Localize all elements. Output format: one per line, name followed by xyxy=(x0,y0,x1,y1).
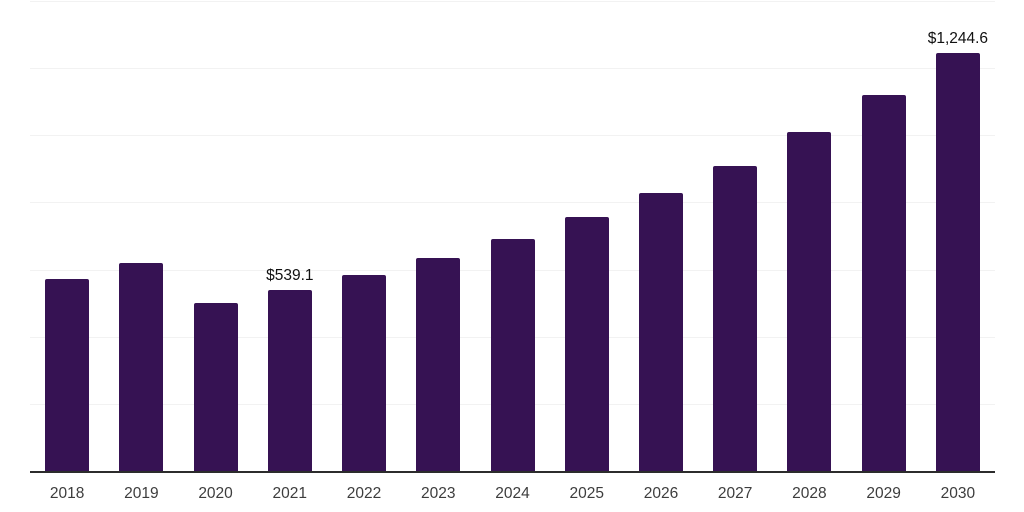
x-axis-label-2022: 2022 xyxy=(346,485,382,502)
bar-2027 xyxy=(713,166,757,471)
x-axis-label-2021: 2021 xyxy=(272,485,308,502)
gridline-1400 xyxy=(30,1,995,2)
bar-2025 xyxy=(565,217,609,471)
bar-2021 xyxy=(268,290,312,471)
bar-2019 xyxy=(119,263,163,471)
gridline-1200 xyxy=(30,68,995,69)
x-axis-label-2030: 2030 xyxy=(940,485,976,502)
x-axis-label-2025: 2025 xyxy=(569,485,604,502)
x-axis-label-2024: 2024 xyxy=(495,485,530,502)
bar-2029 xyxy=(862,95,906,471)
x-axis-label-2027: 2027 xyxy=(717,485,753,502)
x-axis-label-2029: 2029 xyxy=(866,485,901,502)
bar-2030 xyxy=(936,53,980,471)
bar-2022 xyxy=(342,275,386,471)
bar-2024 xyxy=(491,239,535,471)
x-axis-label-2018: 2018 xyxy=(49,485,85,502)
gridline-800 xyxy=(30,202,995,203)
plot-area: $539.1 $1,244.6 xyxy=(30,0,995,473)
bar-2018 xyxy=(45,279,89,471)
data-label-2021: $539.1 xyxy=(266,267,314,284)
x-axis-labels-group: 2018 2019 2020 2021 2022 2023 2024 2025 2026 2027… xyxy=(30,484,995,504)
x-axis-label-2020: 2020 xyxy=(198,485,233,502)
x-axis-label-2026: 2026 xyxy=(643,485,679,502)
bar-2026 xyxy=(639,193,683,471)
x-axis-label-2028: 2028 xyxy=(792,485,827,502)
x-axis-label-2023: 2023 xyxy=(421,485,456,502)
bar-2028 xyxy=(787,132,831,471)
gridline-1000 xyxy=(30,135,995,136)
x-axis-label-2019: 2019 xyxy=(124,485,159,502)
bar-2020 xyxy=(194,303,238,471)
bar-2023 xyxy=(416,258,460,471)
data-label-2030: $1,244.6 xyxy=(927,30,989,47)
